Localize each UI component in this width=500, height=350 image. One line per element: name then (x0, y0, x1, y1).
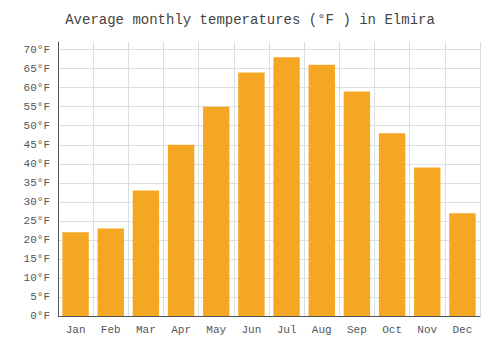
svg-text:Apr: Apr (171, 324, 191, 336)
svg-text:Average monthly temperatures (: Average monthly temperatures (°F ) in El… (65, 12, 435, 28)
svg-text:20°F: 20°F (24, 234, 50, 246)
svg-text:35°F: 35°F (24, 177, 50, 189)
svg-text:70°F: 70°F (24, 44, 50, 56)
svg-text:Jun: Jun (242, 324, 262, 336)
svg-text:65°F: 65°F (24, 63, 50, 75)
svg-text:Oct: Oct (382, 324, 402, 336)
svg-text:5°F: 5°F (30, 291, 50, 303)
svg-text:Sep: Sep (347, 324, 367, 336)
svg-text:25°F: 25°F (24, 215, 50, 227)
svg-text:15°F: 15°F (24, 253, 50, 265)
svg-text:45°F: 45°F (24, 139, 50, 151)
svg-text:May: May (206, 324, 226, 336)
svg-text:Jan: Jan (66, 324, 86, 336)
svg-text:60°F: 60°F (24, 82, 50, 94)
svg-text:Dec: Dec (453, 324, 473, 336)
svg-text:Nov: Nov (417, 324, 437, 336)
svg-text:Jul: Jul (277, 324, 297, 336)
svg-text:10°F: 10°F (24, 272, 50, 284)
svg-text:55°F: 55°F (24, 101, 50, 113)
svg-text:Feb: Feb (101, 324, 121, 336)
svg-text:Mar: Mar (136, 324, 156, 336)
svg-text:30°F: 30°F (24, 196, 50, 208)
svg-text:Aug: Aug (312, 324, 332, 336)
svg-text:50°F: 50°F (24, 120, 50, 132)
svg-text:0°F: 0°F (30, 310, 50, 322)
svg-text:40°F: 40°F (24, 158, 50, 170)
